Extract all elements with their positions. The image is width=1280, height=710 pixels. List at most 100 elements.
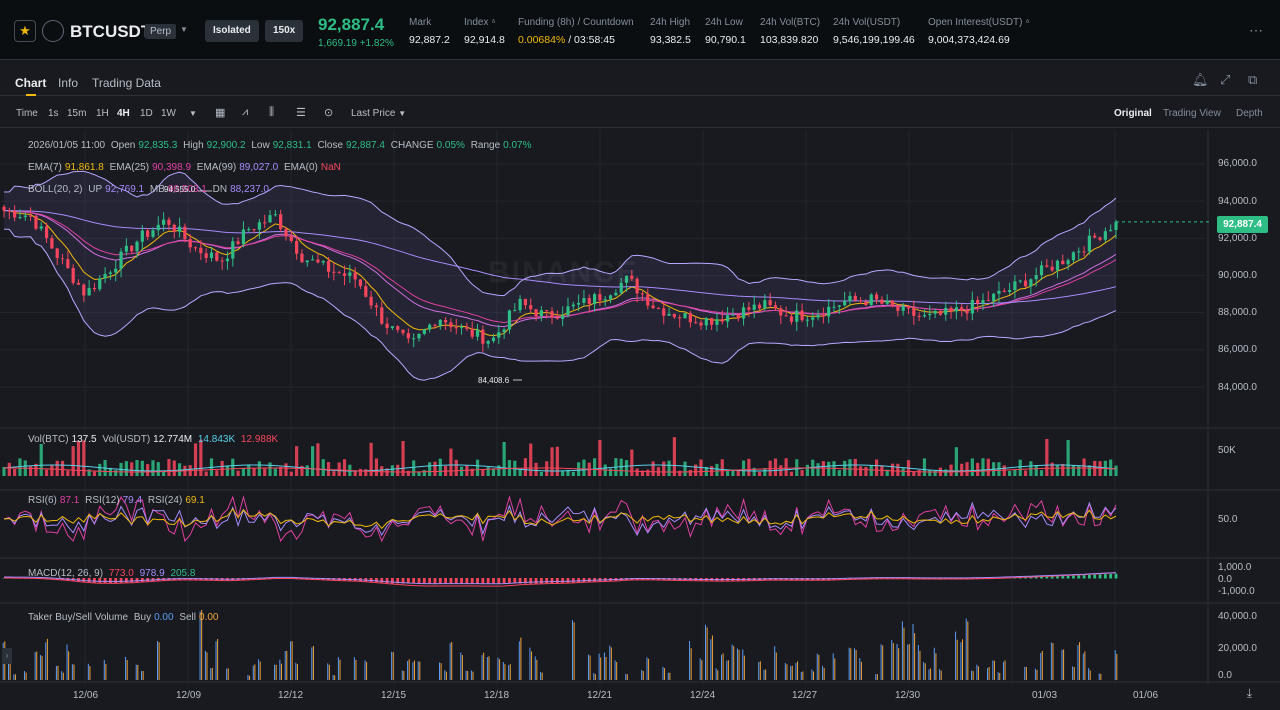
candle-body bbox=[1098, 237, 1102, 240]
macd-hist-bar bbox=[1056, 576, 1059, 579]
interval-15m[interactable]: 15m bbox=[67, 108, 87, 119]
view-depth[interactable]: Depth bbox=[1236, 108, 1263, 119]
interval-time[interactable]: Time bbox=[16, 108, 38, 119]
candle-body bbox=[465, 326, 469, 329]
candle-body bbox=[763, 300, 767, 309]
volume-bar bbox=[225, 465, 230, 476]
favorite-star-icon[interactable]: ★ bbox=[14, 20, 36, 42]
candle-body bbox=[523, 298, 528, 306]
info-icon[interactable]: ᐞ bbox=[491, 18, 496, 27]
macd-hist-bar bbox=[130, 578, 134, 583]
candle-body bbox=[114, 268, 118, 273]
coin-logo-icon bbox=[42, 20, 64, 42]
bell-icon[interactable]: 🔔︎ bbox=[1192, 72, 1209, 87]
candle-body bbox=[608, 295, 613, 300]
ohlc-legend: 2026/01/05 11:00 Open 92,835.3 High 92,900… bbox=[28, 140, 535, 151]
more-icon[interactable]: ⋯ bbox=[1249, 22, 1264, 38]
popout-icon[interactable]: ⧉ bbox=[1248, 72, 1258, 87]
volume-bar bbox=[252, 468, 256, 476]
volume-bar bbox=[1013, 469, 1017, 476]
funding-countdown: / 03:58:45 bbox=[568, 34, 615, 46]
macd-hist-bar bbox=[55, 578, 59, 580]
volume-bar bbox=[1071, 465, 1076, 476]
candle-body bbox=[885, 300, 889, 304]
candle-body bbox=[491, 337, 496, 341]
candle-body bbox=[172, 224, 176, 232]
taker-sell-label: Sell bbox=[179, 612, 197, 623]
volume-bar bbox=[640, 470, 645, 476]
y-axis-label: 84,000.0 bbox=[1218, 382, 1257, 393]
candle-body bbox=[76, 282, 81, 285]
symbol-name[interactable]: BTCUSDT bbox=[70, 22, 152, 41]
interval-1d[interactable]: 1D bbox=[140, 108, 153, 119]
symbol-dropdown-icon[interactable]: ▼ bbox=[180, 25, 188, 34]
volume-bar bbox=[646, 469, 650, 476]
margin-mode-button[interactable]: Isolated bbox=[205, 20, 259, 42]
macd-hist-bar bbox=[87, 578, 91, 583]
candle-body bbox=[896, 305, 900, 311]
leverage-button[interactable]: 150x bbox=[265, 20, 304, 42]
info-icon[interactable]: ᐞ bbox=[1025, 18, 1030, 27]
taker-axis-label: 20,000.0 bbox=[1218, 643, 1257, 654]
candle-body bbox=[688, 313, 692, 323]
volume-bar bbox=[720, 459, 724, 476]
settings-list-icon[interactable]: ☰ bbox=[296, 107, 306, 119]
candle-body bbox=[428, 324, 432, 330]
volume-bar bbox=[369, 442, 373, 476]
indicator-icon[interactable]: ⩘ bbox=[242, 106, 249, 118]
stat-label-text: Index bbox=[464, 17, 489, 28]
chart-type-icon[interactable]: ⫼ bbox=[269, 106, 275, 118]
interval-4h[interactable]: 4H bbox=[117, 108, 130, 119]
candle-body bbox=[459, 326, 464, 328]
calendar-icon[interactable]: ▦ bbox=[215, 107, 226, 119]
tab-trading-data[interactable]: Trading Data bbox=[92, 76, 161, 90]
volume-bar bbox=[874, 459, 879, 476]
stat-label: Open Interest(USDT) ᐞ bbox=[928, 17, 1030, 28]
stat-label-text: Open Interest(USDT) bbox=[928, 17, 1023, 28]
candle-body bbox=[1114, 221, 1118, 230]
fit-scale-icon[interactable]: ⤓ bbox=[1246, 686, 1252, 700]
candle-body bbox=[215, 252, 219, 261]
macd-hist-bar bbox=[848, 578, 852, 580]
tab-chart[interactable]: Chart bbox=[15, 76, 47, 90]
candle-body bbox=[635, 278, 639, 294]
volume-bar bbox=[949, 464, 953, 476]
candle-date: 2026/01/05 11:00 bbox=[28, 140, 106, 151]
candle-body bbox=[869, 294, 873, 306]
ema99-label: EMA(99) bbox=[196, 162, 237, 173]
candle-body bbox=[672, 313, 676, 318]
taker-axis-label: 40,000.0 bbox=[1218, 611, 1257, 622]
macd-hist-bar bbox=[497, 578, 501, 584]
stat-label: Mark bbox=[409, 17, 432, 28]
macd-hist-bar bbox=[460, 578, 463, 584]
macd-hist-bar bbox=[109, 578, 112, 583]
interval-dropdown-icon[interactable]: ▼ bbox=[189, 109, 197, 118]
macd-hist-bar bbox=[486, 578, 490, 584]
macd-hist-bar bbox=[1082, 575, 1086, 579]
volume-bar bbox=[1087, 465, 1091, 476]
interval-1h[interactable]: 1H bbox=[96, 108, 109, 119]
tab-info[interactable]: Info bbox=[58, 76, 79, 90]
price-chart[interactable] bbox=[0, 130, 1280, 710]
view-trading-view[interactable]: Trading View bbox=[1163, 108, 1221, 119]
view-original[interactable]: Original bbox=[1114, 108, 1152, 119]
interval-1s[interactable]: 1s bbox=[48, 108, 59, 119]
volume-bar bbox=[896, 463, 900, 476]
volume-bar bbox=[66, 470, 70, 476]
low-value: 92,831.1 bbox=[272, 140, 312, 151]
candle-body bbox=[1093, 235, 1097, 238]
stat-24h-vol-btc: 24h Vol(BTC) 103,839.820 bbox=[760, 17, 820, 46]
expand-panel-icon[interactable]: › bbox=[2, 648, 12, 664]
candle-body bbox=[1066, 260, 1070, 265]
expand-icon[interactable]: ⤢ bbox=[1220, 72, 1231, 87]
vol-btc-label: Vol(BTC) bbox=[28, 434, 69, 445]
candle-body bbox=[715, 319, 719, 325]
ema7-value: 91,861.8 bbox=[64, 162, 104, 173]
price-type-select[interactable]: Last Price ▼ bbox=[351, 108, 406, 119]
candle-body bbox=[965, 310, 969, 314]
target-icon[interactable]: ⊙ bbox=[324, 107, 334, 119]
macd-hist-bar bbox=[577, 578, 581, 583]
boll-label: BOLL(20, 2) bbox=[28, 184, 83, 195]
volume-bar bbox=[279, 466, 283, 476]
interval-1w[interactable]: 1W bbox=[161, 108, 176, 119]
